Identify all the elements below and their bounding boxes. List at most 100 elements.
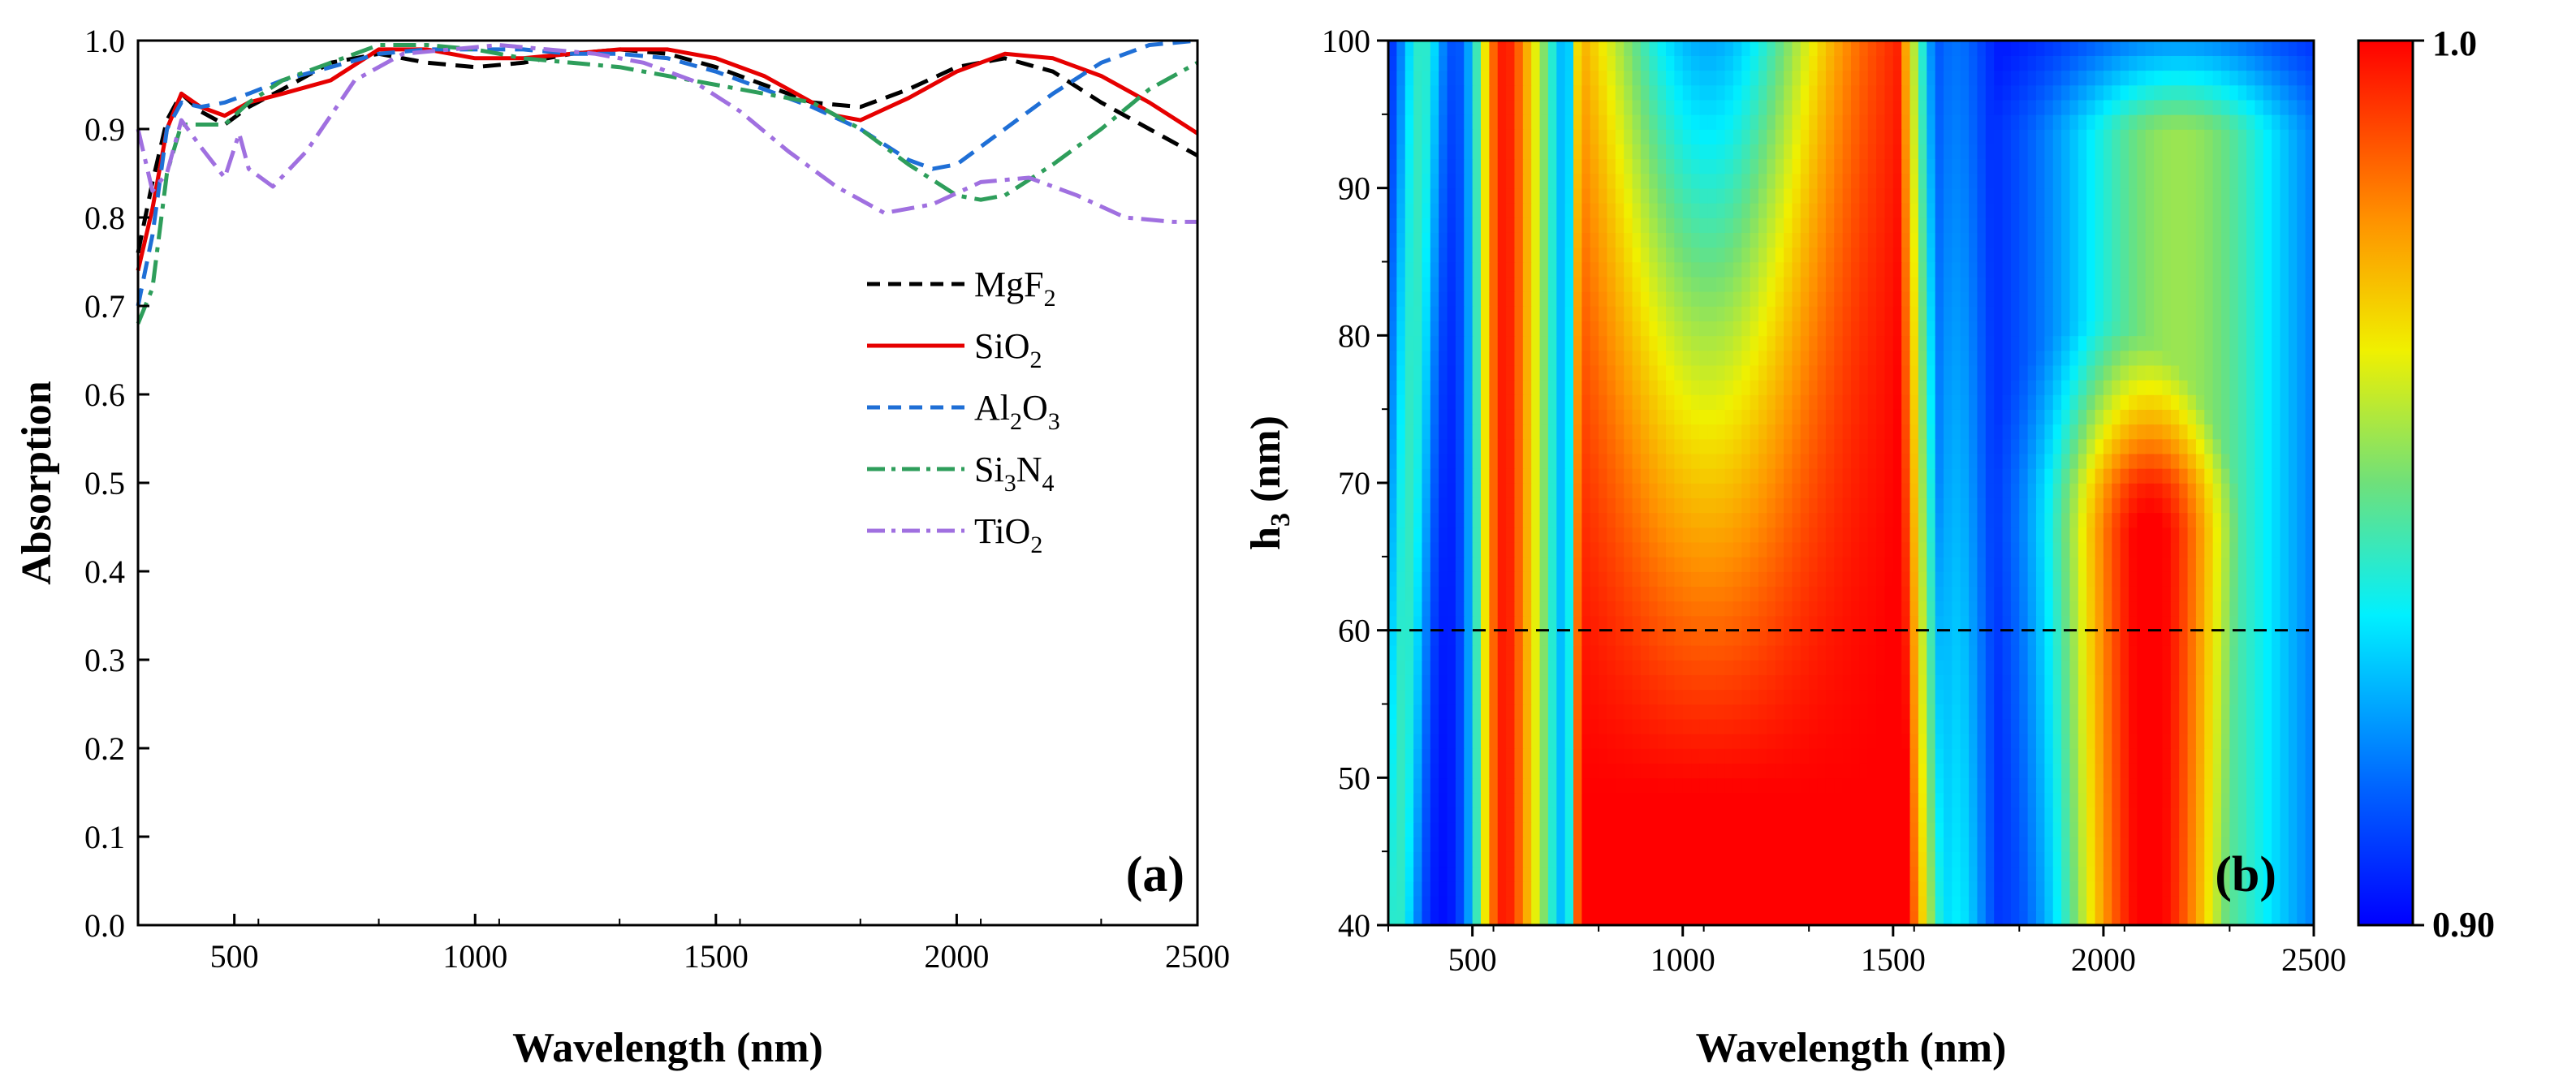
heatmap-cell [1615,571,1625,587]
heatmap-cell [1784,276,1793,292]
heatmap-cell [1892,601,1902,617]
heatmap-cell [2305,276,2314,292]
heatmap-cell [2212,556,2222,572]
heatmap-cell [2044,837,2054,852]
heatmap-cell [1649,895,1659,911]
heatmap-cell [1859,763,1869,779]
heatmap-cell [2229,379,2239,395]
heatmap-cell [1489,866,1499,882]
heatmap-cell [1396,438,1406,454]
heatmap-cell [1455,821,1465,837]
heatmap-cell [1455,291,1465,307]
heatmap-cell [1422,630,1431,646]
heatmap-cell [1750,601,1759,617]
heatmap-cell [1842,321,1852,337]
heatmap-cell [2145,335,2155,351]
heatmap-cell [1573,571,1583,587]
heatmap-cell [1707,512,1717,528]
heatmap-cell [1859,704,1869,720]
heatmap-cell [2036,807,2046,823]
heatmap-cell [2044,792,2054,808]
heatmap-cell [1657,409,1667,425]
heatmap-cell [1994,763,2004,779]
heatmap-cell [1497,497,1507,514]
heatmap-cell [1851,261,1861,278]
heatmap-cell [1556,837,1566,852]
heatmap-cell [2145,497,2155,514]
heatmap-cell [2044,733,2054,749]
heatmap-cell [1674,704,1684,720]
y-tick-label: 0.1 [84,819,125,855]
heatmap-cell [1977,483,1987,498]
heatmap-cell [1564,467,1574,484]
heatmap-cell [2120,306,2129,321]
heatmap-cell [2204,571,2214,587]
heatmap-cell [2010,851,2021,868]
heatmap-cell [1800,497,1810,514]
heatmap-cell [2280,748,2289,764]
heatmap-cell [2297,483,2306,498]
heatmap-cell [1994,704,2004,720]
heatmap-cell [2010,660,2021,675]
heatmap-cell [1884,571,1894,587]
heatmap-cell [1724,866,1734,882]
heatmap-cell [1674,910,1684,925]
heatmap-cell [1447,807,1456,823]
heatmap-cell [1413,777,1423,794]
heatmap-cell [2086,586,2096,602]
heatmap-cell [1935,527,1944,543]
heatmap-cell [1666,335,1676,351]
heatmap-cell [1784,630,1793,646]
heatmap-cell [1859,792,1869,808]
heatmap-cell [1573,837,1583,852]
heatmap-cell [2044,350,2054,366]
heatmap-cell [1573,777,1583,794]
heatmap-cell [2154,807,2164,823]
heatmap-cell [1699,630,1709,646]
heatmap-cell [1741,586,1751,602]
heatmap-cell [1851,821,1861,837]
heatmap-cell [1969,261,1978,278]
heatmap-cell [1994,807,2004,823]
heatmap-cell [1430,379,1439,395]
heatmap-cell [2297,630,2306,646]
heatmap-cell [2069,660,2079,675]
heatmap-cell [1741,615,1751,631]
panel-a-y-axis-label: Absorption [14,381,60,584]
heatmap-cell [1657,630,1667,646]
heatmap-cell [1851,379,1861,395]
heatmap-cell [2078,379,2087,395]
heatmap-cell [1472,409,1482,425]
heatmap-cell [1994,541,2004,558]
heatmap-cell [2095,866,2104,882]
heatmap-cell [1489,556,1499,572]
heatmap-cell [2246,512,2256,528]
heatmap-cell [2010,777,2021,794]
heatmap-cell [2246,807,2256,823]
heatmap-cell [2195,483,2206,498]
heatmap-cell [1531,704,1541,720]
heatmap-cell [1699,409,1709,425]
heatmap-cell [1640,763,1650,779]
heatmap-cell [1792,718,1801,734]
heatmap-cell [1674,409,1684,425]
heatmap-cell [1901,453,1911,469]
heatmap-cell [2195,880,2206,897]
heatmap-cell [1817,821,1827,837]
heatmap-cell [1809,807,1819,823]
heatmap-cell [1481,571,1491,587]
heatmap-cell [2237,512,2247,528]
heatmap-cell [1573,306,1583,321]
heatmap-cell [1935,674,1944,691]
heatmap-cell [2229,497,2239,514]
heatmap-cell [1556,276,1566,292]
heatmap-cell [1909,615,1919,631]
heatmap-cell [2288,291,2298,307]
heatmap-cell [1547,704,1558,720]
heatmap-cell [1674,763,1684,779]
heatmap-cell [1960,880,1970,897]
heatmap-cell [2263,586,2272,602]
heatmap-cell [1607,483,1616,498]
heatmap-cell [1800,733,1810,749]
heatmap-cell [2255,895,2264,911]
